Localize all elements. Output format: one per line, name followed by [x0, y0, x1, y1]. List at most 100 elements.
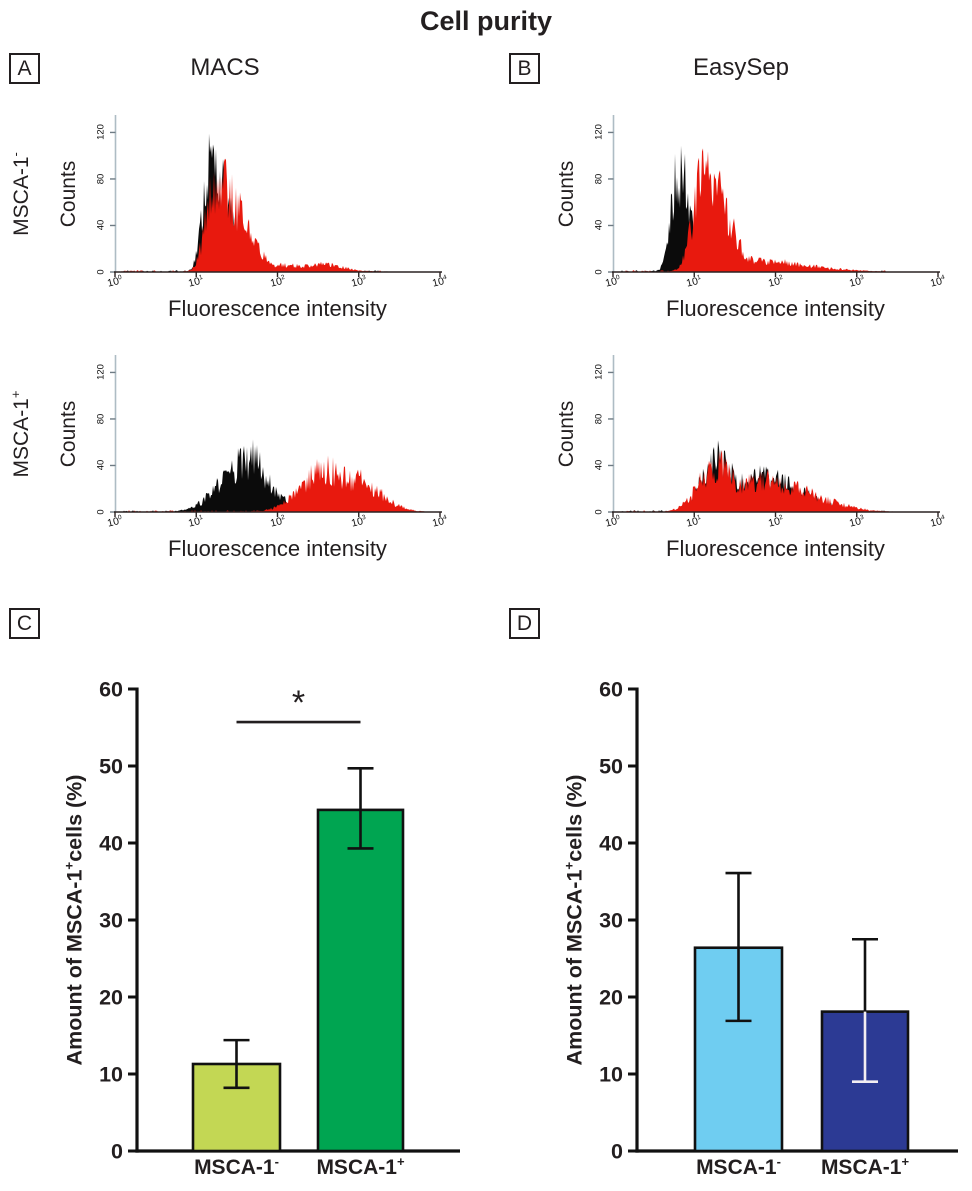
- x-tick-label: 101: [187, 513, 204, 530]
- histogram-curve-black: [115, 439, 440, 512]
- y-tick-label: 10: [599, 1063, 623, 1087]
- hist-x-axis-label: Fluorescence intensity: [666, 296, 885, 321]
- y-tick-label: 60: [99, 678, 123, 702]
- row-label-text: MSCA-1: [10, 156, 33, 236]
- x-tick-label: 103: [847, 273, 865, 290]
- panel-label-D: D: [509, 608, 540, 639]
- y-tick-label: 80: [593, 413, 605, 425]
- column-header-macs: MACS: [190, 54, 260, 81]
- x-tick-label: 104: [929, 273, 946, 290]
- x-tick-label: 104: [431, 513, 448, 530]
- bar-y-axis-label: Amount of MSCA-1+cells (%): [61, 774, 88, 1066]
- hist-x-axis-label: Fluorescence intensity: [168, 536, 387, 561]
- row-label-sign: +: [8, 390, 23, 399]
- y-tick-label: 0: [95, 269, 107, 275]
- y-tick-label: 40: [99, 832, 123, 856]
- bar-chart-plot-area: 0 10 20 30 40 50 60: [99, 678, 460, 1164]
- x-tick-label: 100: [604, 513, 621, 530]
- histogram-curve-red: [613, 148, 938, 272]
- hist-x-axis-label: Fluorescence intensity: [168, 296, 387, 321]
- category-label: MSCA-1-: [669, 1154, 809, 1180]
- y-tick-label: 80: [95, 173, 107, 185]
- bar-y-axis-label-part: Amount of MSCA-1: [562, 869, 587, 1066]
- histogram-curve-red: [115, 158, 440, 272]
- y-tick-label: 30: [599, 909, 623, 933]
- x-tick-exponent: 2: [279, 513, 286, 522]
- y-tick-label: 0: [611, 1140, 623, 1164]
- category-label-part: -: [776, 1154, 781, 1169]
- histogram-curve-black: [613, 145, 938, 272]
- figure-title: Cell purity: [419, 6, 553, 36]
- x-tick-exponent: 4: [940, 513, 946, 522]
- y-tick-label: 60: [599, 678, 623, 702]
- y-tick-label: 0: [111, 1140, 123, 1164]
- y-tick-label: 20: [99, 986, 123, 1010]
- y-tick-label: 40: [593, 460, 605, 471]
- x-tick-label: 101: [187, 273, 204, 290]
- histogram-plot-area: [110, 115, 442, 277]
- y-tick-label: 50: [99, 755, 123, 779]
- bar-y-axis-label-part: cells (%): [562, 774, 587, 862]
- histogram-curve-red: [115, 455, 440, 512]
- row-label-text: MSCA-1: [10, 398, 33, 478]
- bar-chart-plot-area: 0 10 20 30 40 50 60: [599, 678, 958, 1164]
- y-tick-label: 0: [593, 509, 605, 515]
- y-tick-label: 40: [593, 220, 605, 231]
- category-label: MSCA-1-: [167, 1154, 307, 1180]
- y-tick-label: 0: [593, 269, 605, 275]
- hist-y-axis-label: Counts: [555, 160, 578, 227]
- x-tick-label: 100: [106, 273, 123, 290]
- bar-y-axis-label-part: cells (%): [62, 774, 87, 862]
- y-tick-label: 40: [95, 220, 107, 231]
- x-tick-label: 104: [929, 513, 946, 530]
- x-tick-label: 101: [685, 513, 702, 530]
- x-tick-exponent: 2: [777, 513, 784, 522]
- panel-letter-C: C: [16, 611, 33, 635]
- x-tick-exponent: 2: [279, 273, 286, 282]
- y-tick-label: 80: [593, 173, 605, 185]
- x-tick-label: 102: [766, 513, 784, 530]
- y-tick-label: 120: [593, 124, 605, 141]
- histogram-curve-red: [613, 450, 938, 512]
- panel-label-A: A: [9, 53, 40, 84]
- y-tick-label: 120: [95, 124, 107, 141]
- hist-y-axis-label: Counts: [57, 400, 80, 467]
- bar: [316, 808, 405, 1153]
- category-label: MSCA-1+: [795, 1154, 935, 1180]
- y-tick-label: 80: [95, 413, 107, 425]
- histogram-curve-black: [115, 133, 440, 272]
- x-tick-label: 102: [268, 273, 286, 290]
- category-label-part: MSCA-1: [696, 1156, 777, 1179]
- x-tick-label: 103: [349, 273, 367, 290]
- category-label-part: -: [274, 1154, 279, 1169]
- row-label-sign: -: [8, 152, 23, 157]
- category-label-part: MSCA-1: [820, 1156, 902, 1179]
- x-tick-label: 100: [604, 273, 621, 290]
- y-tick-label: 40: [95, 460, 107, 471]
- significance-star: *: [291, 684, 306, 723]
- category-label-part: +: [396, 1154, 405, 1169]
- hist-y-axis-label: Counts: [555, 400, 578, 467]
- panel-letter-D: D: [516, 611, 533, 635]
- x-tick-label: 100: [106, 513, 123, 530]
- y-tick-label: 120: [593, 364, 605, 381]
- x-tick-label: 102: [268, 513, 286, 530]
- y-tick-label: 10: [99, 1063, 123, 1087]
- y-tick-label: 30: [99, 909, 123, 933]
- category-label-part: +: [901, 1154, 910, 1169]
- hist-y-axis-label: Counts: [57, 160, 80, 227]
- row-label-msca1-pos: MSCA-1+: [8, 390, 34, 478]
- histogram-plot-area: [110, 355, 442, 517]
- row-label-msca1-neg: MSCA-1-: [8, 152, 34, 236]
- category-label-part: MSCA-1: [194, 1156, 275, 1179]
- x-tick-exponent: 4: [940, 273, 946, 282]
- bar-y-axis-label: Amount of MSCA-1+cells (%): [561, 774, 588, 1066]
- histogram-plot-area: [608, 355, 940, 517]
- x-tick-label: 104: [431, 273, 448, 290]
- y-tick-label: 20: [599, 986, 623, 1010]
- x-tick-label: 103: [349, 513, 367, 530]
- bar-y-axis-label-part: +: [61, 861, 77, 870]
- hist-x-axis-label: Fluorescence intensity: [666, 536, 885, 561]
- y-tick-label: 40: [599, 832, 623, 856]
